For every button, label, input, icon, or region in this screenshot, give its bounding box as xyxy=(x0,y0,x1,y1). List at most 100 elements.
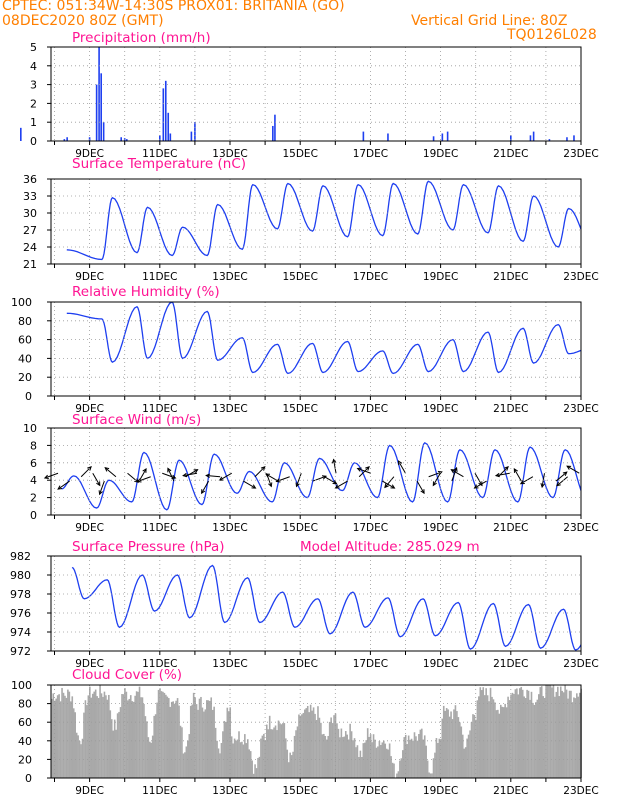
wind-arrowhead xyxy=(268,482,273,488)
wind-arrowhead xyxy=(265,473,271,478)
wind-arrowhead xyxy=(519,480,525,485)
cloud-bar xyxy=(325,739,328,778)
cloud-bar xyxy=(425,745,427,778)
cloud-bar xyxy=(148,741,151,778)
y-tick-label: 8 xyxy=(30,439,37,452)
cloud-bar xyxy=(320,722,322,778)
cloud-bar xyxy=(151,735,154,778)
cloud-bar xyxy=(485,688,487,778)
precip-bar xyxy=(102,122,105,141)
wind-arrow xyxy=(127,472,139,483)
wind-arrowhead xyxy=(205,473,211,479)
cloud-bar xyxy=(508,700,511,778)
cloud-bar xyxy=(419,729,422,778)
wind-arrowhead xyxy=(136,478,142,483)
wind-arrow xyxy=(201,480,210,494)
cloud-bar xyxy=(96,696,98,778)
y-tick-label: 27 xyxy=(23,224,37,237)
cloud-bar xyxy=(413,732,416,778)
cloud-bar xyxy=(65,697,68,778)
cloud-bar xyxy=(381,742,384,778)
cloud-bar xyxy=(377,746,379,778)
cloud-bar xyxy=(277,720,280,778)
cloud-bar xyxy=(77,735,79,778)
cloud-bar xyxy=(404,734,407,778)
cloud-bar xyxy=(167,698,170,778)
cloud-bar xyxy=(72,708,75,778)
cloud-bar xyxy=(257,757,259,778)
series-line xyxy=(71,564,581,651)
cloud-bar xyxy=(93,691,96,778)
cloud-bar xyxy=(115,729,117,778)
cloud-bar xyxy=(499,704,502,778)
wind-arrowhead xyxy=(540,483,545,489)
cloud-bar xyxy=(273,727,275,778)
cloud-bar xyxy=(146,721,148,778)
cloud-bar xyxy=(491,696,493,778)
precip-bar xyxy=(167,112,170,141)
cloud-bar xyxy=(162,691,164,778)
precip-bar xyxy=(532,131,535,141)
cloud-bar xyxy=(267,729,270,778)
cloud-bar xyxy=(421,728,423,778)
cloud-bar xyxy=(223,720,226,778)
cloud-bar xyxy=(197,709,199,778)
cloud-bar xyxy=(461,734,464,778)
y-tick-label: 21 xyxy=(23,258,37,271)
cloud-bar xyxy=(454,705,457,778)
wind-arrow xyxy=(474,480,487,489)
precip-bar xyxy=(441,133,444,141)
cloud-bar xyxy=(524,698,527,778)
cloud-bar xyxy=(432,758,435,778)
wind-arrowhead xyxy=(450,469,456,474)
cloud-bar xyxy=(283,723,286,778)
x-tick-label: 19DEC xyxy=(423,658,458,670)
cloud-bar xyxy=(59,701,62,778)
cloud-bar xyxy=(103,691,106,778)
cloud-bar xyxy=(254,764,256,778)
cloud-bar xyxy=(323,733,325,778)
cloud-bar xyxy=(276,730,278,778)
cloud-bar xyxy=(305,708,308,778)
cloud-bar xyxy=(558,696,561,778)
cloud-bar xyxy=(518,688,521,778)
cloud-bar xyxy=(67,689,69,778)
x-tick-label: 13DEC xyxy=(212,403,247,415)
y-tick-label: 972 xyxy=(10,645,31,658)
cloud-bar xyxy=(344,731,347,778)
cloud-bar xyxy=(416,740,419,778)
wind-arrow xyxy=(92,472,101,486)
cloud-bar xyxy=(80,744,82,778)
cloud-bar xyxy=(459,722,461,778)
x-tick-label: 15DEC xyxy=(282,148,317,160)
cloud-bar xyxy=(141,697,144,778)
x-tick-label: 17DEC xyxy=(353,658,388,670)
cloud-bar xyxy=(248,749,251,778)
cloud-bar xyxy=(479,687,482,778)
wind-arrow xyxy=(382,480,395,489)
wind-arrowhead xyxy=(167,467,172,473)
x-tick-label: 9DEC xyxy=(75,522,104,534)
cloud-bar xyxy=(403,737,406,778)
cloud-bar xyxy=(438,738,441,778)
cloud-bar xyxy=(178,705,180,778)
cloud-bar xyxy=(56,695,59,778)
x-tick-label: 23DEC xyxy=(563,658,598,670)
cloud-bar xyxy=(539,687,542,778)
cloud-bar xyxy=(576,693,578,778)
wind-arrowhead xyxy=(365,465,370,471)
cloud-bar xyxy=(480,690,483,778)
wind-arrow xyxy=(556,476,568,487)
cloud-bar xyxy=(97,697,100,778)
cloud-bar xyxy=(207,700,210,778)
precip-bar xyxy=(510,135,512,141)
cloud-bar xyxy=(245,743,248,778)
panel-title: Relative Humidity (%) xyxy=(72,284,220,300)
cloud-bar xyxy=(445,708,448,778)
wind-arrowhead xyxy=(397,460,403,466)
cloud-bar xyxy=(105,695,107,778)
cloud-bar xyxy=(109,710,112,778)
precip-bar xyxy=(95,84,98,141)
cloud-bar xyxy=(371,742,373,778)
cloud-bar xyxy=(208,700,211,778)
